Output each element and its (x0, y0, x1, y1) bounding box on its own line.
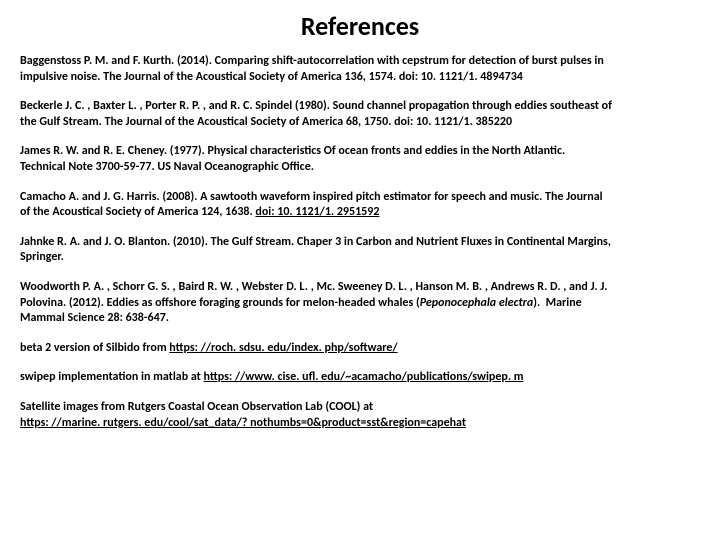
ref-text: Polovina. (2012). Eddies as offshore for… (20, 296, 420, 310)
url-link[interactable]: https: //marine. rutgers. edu/cool/sat_d… (20, 416, 466, 430)
reference-entry: swipep implementation in matlab at https… (20, 370, 700, 386)
reference-entry: Jahnke R. A. and J. O. Blanton. (2010). … (20, 235, 700, 266)
url-link[interactable]: https: //www. cise. ufl. edu/~acamacho/p… (204, 370, 524, 384)
ref-text: impulsive noise. The Journal of the Acou… (20, 70, 523, 84)
ref-text: Baggenstoss P. M. and F. Kurth. (2014). … (20, 54, 604, 68)
ref-text: Camacho A. and J. G. Harris. (2008). A s… (20, 190, 603, 204)
ref-text: of the Acoustical Society of America 124… (20, 205, 255, 219)
ref-text: Jahnke R. A. and J. O. Blanton. (2010). … (20, 235, 611, 249)
reference-entry: Camacho A. and J. G. Harris. (2008). A s… (20, 190, 700, 221)
ref-text: Springer. (20, 250, 64, 264)
ref-text: Satellite images from Rutgers Coastal Oc… (20, 400, 373, 414)
ref-text: Woodworth P. A. , Schorr G. S. , Baird R… (20, 280, 607, 294)
ref-text: the Gulf Stream. The Journal of the Acou… (20, 115, 512, 129)
ref-text: ). Marine (533, 296, 581, 310)
reference-entry: Woodworth P. A. , Schorr G. S. , Baird R… (20, 280, 700, 327)
url-link[interactable]: https: //roch. sdsu. edu/index. php/soft… (169, 341, 397, 355)
reference-entry: James R. W. and R. E. Cheney. (1977). Ph… (20, 144, 700, 175)
ref-text: James R. W. and R. E. Cheney. (1977). Ph… (20, 144, 565, 158)
species-name: Peponocephala electra (420, 296, 534, 310)
ref-text: Mammal Science 28: 638-647. (20, 311, 169, 325)
reference-entry: beta 2 version of Silbido from https: //… (20, 341, 700, 357)
references-page: References Baggenstoss P. M. and F. Kurt… (0, 0, 720, 455)
doi-link[interactable]: doi: 10. 1121/1. 2951592 (255, 205, 379, 219)
page-title: References (20, 10, 700, 42)
ref-text: beta 2 version of Silbido from (20, 341, 169, 355)
reference-entry: Beckerle J. C. , Baxter L. , Porter R. P… (20, 99, 700, 130)
ref-text: Technical Note 3700-59-77. US Naval Ocea… (20, 160, 314, 174)
reference-entry: Baggenstoss P. M. and F. Kurth. (2014). … (20, 54, 700, 85)
ref-text: Beckerle J. C. , Baxter L. , Porter R. P… (20, 99, 612, 113)
ref-text: swipep implementation in matlab at (20, 370, 204, 384)
reference-entry: Satellite images from Rutgers Coastal Oc… (20, 400, 700, 431)
